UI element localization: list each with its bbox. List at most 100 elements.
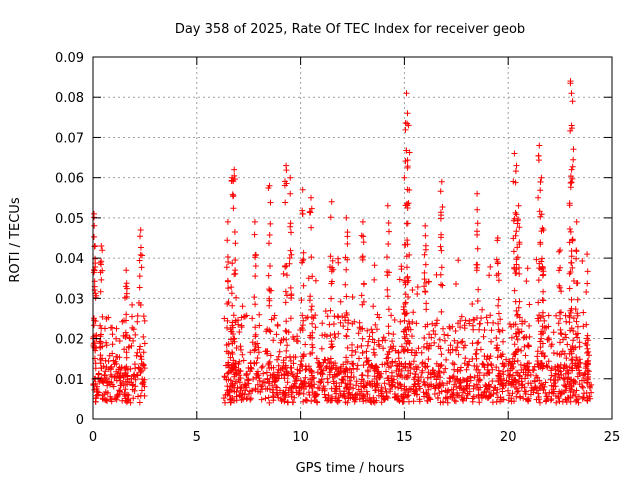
data-point [581,390,587,397]
data-point [584,397,591,404]
data-point [266,399,273,406]
data-point [479,306,486,313]
data-point [423,300,430,307]
data-point [401,387,408,394]
data-point [290,336,297,343]
y-tick-label: 0.08 [55,91,84,106]
data-point [319,320,326,327]
data-point [457,367,464,374]
data-point [123,349,130,356]
data-point [490,319,497,326]
data-point [475,366,482,373]
data-point [490,391,497,397]
data-point [385,220,392,226]
data-point [252,301,259,308]
data-point [288,251,295,258]
data-point [425,345,432,352]
data-point [223,342,230,348]
data-point [563,334,570,341]
data-point [584,268,591,275]
data-point [556,267,562,274]
data-point [403,147,410,154]
data-point [97,322,104,329]
data-point [137,302,144,308]
data-point [267,263,273,269]
data-point [405,367,412,374]
data-point [508,395,515,402]
data-point [123,293,130,300]
data-point [402,126,409,133]
data-point [437,215,444,222]
data-point [256,322,263,329]
data-point [91,210,97,217]
data-point [274,356,281,363]
data-point [442,395,449,402]
data-point [232,240,239,247]
data-point [104,380,111,387]
data-point [309,344,316,351]
data-point [283,354,290,361]
data-point [539,362,546,369]
data-point [287,247,294,254]
data-point [410,309,417,316]
data-point [311,397,318,404]
data-point [458,313,465,320]
data-point [137,251,144,258]
data-point [505,387,511,394]
data-point [233,371,239,378]
data-point [256,311,263,318]
data-point [569,264,576,271]
data-point [224,383,231,390]
data-point [222,391,229,398]
data-point [363,397,369,404]
data-point [588,389,595,396]
data-point [436,336,443,343]
data-point [266,297,273,304]
data-point [441,331,448,338]
data-point [302,366,309,373]
data-point [566,319,573,326]
data-point [404,237,411,244]
data-point [97,288,104,295]
data-point [560,336,566,343]
data-point [471,362,478,369]
data-point [252,333,259,340]
data-point [325,396,332,403]
data-point [454,344,461,351]
data-point [414,284,421,290]
data-point [137,227,144,233]
data-point [231,229,238,235]
data-point [562,383,569,390]
data-point [383,389,390,396]
data-point [420,343,427,350]
data-point [324,356,331,363]
data-point [308,303,315,310]
data-point [481,353,488,359]
data-point [538,328,545,335]
data-point [512,351,519,358]
data-point [444,332,451,339]
data-point [364,391,371,398]
data-point [573,331,579,338]
data-point [573,387,580,394]
data-point [406,398,412,405]
data-point [535,299,542,306]
data-point [328,344,335,351]
data-point [447,342,454,349]
data-point [332,366,339,373]
data-point [326,369,333,376]
data-point [474,220,481,227]
data-point [258,383,265,390]
data-point [422,246,429,253]
data-point [449,360,456,367]
data-point [486,370,493,376]
data-point [243,370,250,377]
data-point [354,366,360,373]
data-point [425,394,432,401]
data-point [513,270,520,276]
data-point [580,394,587,401]
data-point [370,303,377,310]
data-point [454,368,461,375]
data-point [326,360,333,367]
data-point [429,367,436,374]
